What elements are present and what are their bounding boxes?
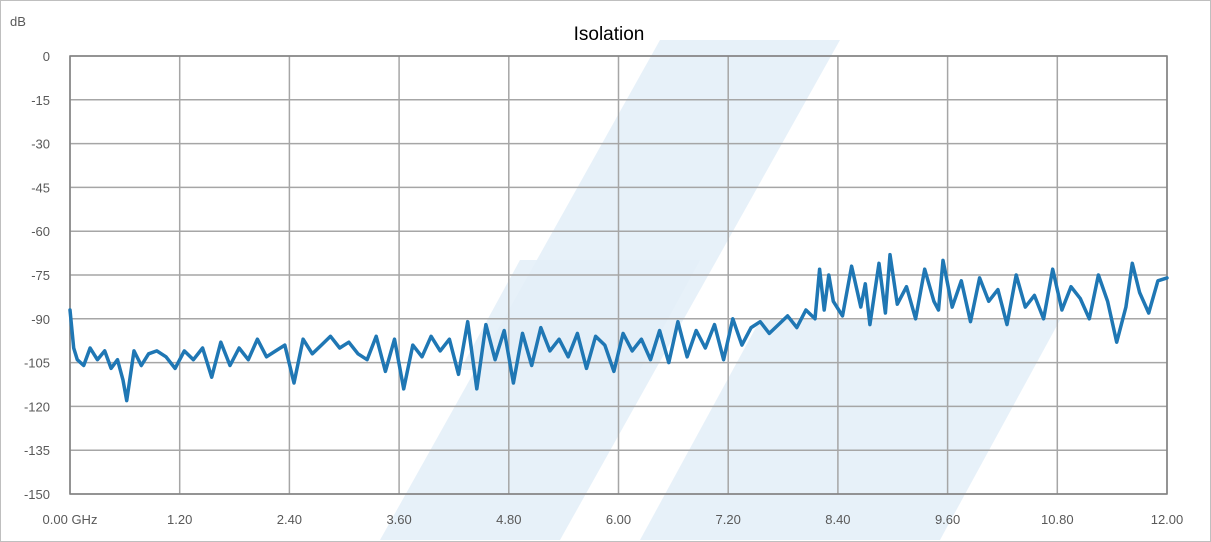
- y-tick-label: -135: [24, 443, 50, 458]
- x-tick-label: 9.60: [935, 512, 960, 527]
- y-tick-label: -60: [31, 224, 50, 239]
- series-layer: [68, 252, 1169, 403]
- y-axis-ticks: 0 -15 -30 -45 -60 -75 -90 -105 -120 -135 -150: [24, 49, 50, 502]
- y-tick-label: 0: [43, 49, 50, 64]
- y-tick-label: -120: [24, 399, 50, 414]
- x-tick-label: 1.20: [167, 512, 192, 527]
- x-tick-label: 6.00: [606, 512, 631, 527]
- x-tick-label: 10.80: [1041, 512, 1074, 527]
- plot-area-rect: [69, 55, 1168, 495]
- y-tick-label: -150: [24, 487, 50, 502]
- x-tick-label: 3.60: [386, 512, 411, 527]
- y-tick-label: -45: [31, 180, 50, 195]
- x-tick-label: 7.20: [716, 512, 741, 527]
- x-tick-label: 8.40: [825, 512, 850, 527]
- y-tick-label: -30: [31, 137, 50, 152]
- isolation-series-line: [68, 252, 1169, 403]
- x-axis-ticks: 0.00 GHz 1.20 2.40 3.60 4.80 6.00 7.20 8.40 9.60…: [43, 512, 1184, 527]
- plot-area-border: [69, 55, 1168, 495]
- x-tick-label: 4.80: [496, 512, 521, 527]
- y-tick-label: -105: [24, 356, 50, 371]
- y-tick-label: -15: [31, 93, 50, 108]
- y-axis-unit-label: dB: [10, 14, 26, 29]
- y-tick-label: -90: [31, 312, 50, 327]
- x-tick-label: 0.00 GHz: [43, 512, 98, 527]
- y-tick-label: -75: [31, 268, 50, 283]
- x-tick-label: 2.40: [277, 512, 302, 527]
- chart-title: Isolation: [574, 24, 645, 45]
- grid: [69, 55, 1168, 495]
- x-tick-label: 12.00: [1151, 512, 1184, 527]
